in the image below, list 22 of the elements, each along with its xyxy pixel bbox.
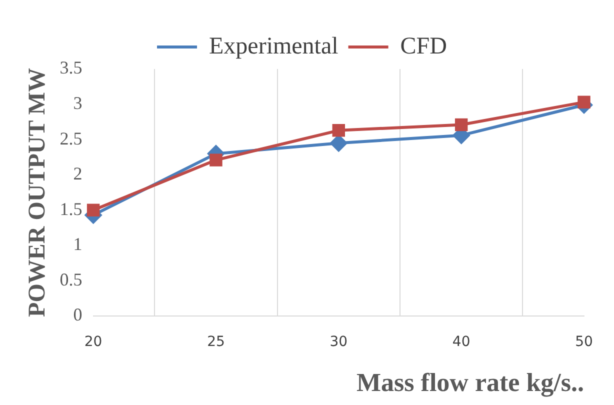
point	[454, 118, 468, 132]
legend-label: Experimental	[209, 33, 339, 60]
x-tick-label: 30	[330, 334, 348, 350]
point	[86, 204, 100, 217]
y-tick-label: 0	[73, 304, 82, 325]
point	[210, 154, 222, 166]
y-tick-label: 2	[73, 164, 82, 184]
y-tick-label: 2.5	[60, 128, 82, 148]
x-tick-label: 40	[452, 334, 470, 350]
y-tick-label: 3.5	[60, 58, 82, 78]
x-tick-label: 20	[84, 334, 102, 350]
x-tick-label: 50	[575, 334, 593, 350]
x-tick-label: 25	[207, 334, 225, 350]
x-axis-title: Mass flow rate kg/s..	[356, 368, 584, 398]
y-tick-label: 1.5	[60, 198, 82, 219]
y-tick-label: 1	[73, 234, 82, 254]
y-axis-title: POWER OUTPUT MW	[24, 68, 51, 317]
legend-label: CFD	[400, 33, 447, 60]
y-tick-label: 3	[73, 93, 82, 114]
point	[578, 96, 590, 109]
point	[332, 124, 346, 137]
y-tick-label: 0.5	[60, 269, 82, 290]
